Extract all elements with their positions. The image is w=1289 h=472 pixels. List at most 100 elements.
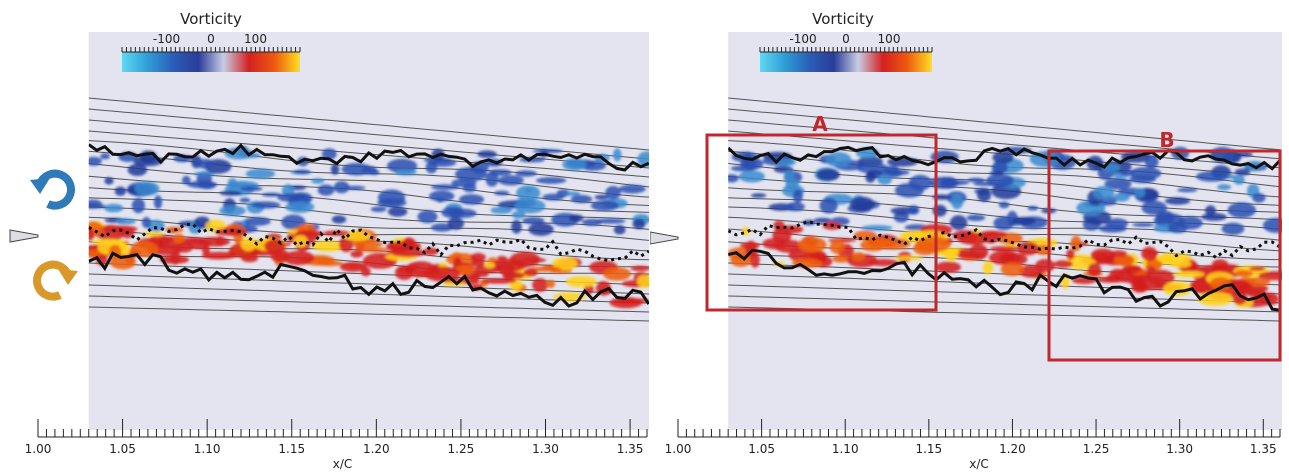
negative-vorticity-blob [429, 190, 455, 202]
streamline [88, 119, 649, 169]
negative-vorticity-blob [100, 153, 110, 160]
positive-vorticity-blob [603, 267, 631, 281]
positive-vorticity-blob [1053, 260, 1073, 268]
negative-vorticity-blob [1012, 216, 1036, 226]
streamline [728, 284, 1281, 304]
positive-vorticity-blob [170, 249, 181, 265]
positive-vorticity-blob [293, 235, 308, 248]
negative-vorticity-blob [605, 186, 621, 200]
negative-vorticity-blob [522, 217, 545, 225]
negative-vorticity-blob [489, 169, 512, 176]
negative-vorticity-blob [1227, 202, 1257, 218]
negative-vorticity-blob [277, 193, 304, 202]
negative-vorticity-blob [490, 206, 513, 214]
positive-vorticity-blob [391, 248, 426, 258]
positive-vorticity-blob [1066, 249, 1075, 260]
positive-vorticity-blob [343, 230, 372, 241]
negative-vorticity-blob [728, 174, 739, 183]
negative-vorticity-blob [1164, 197, 1191, 205]
positive-vorticity-blob [523, 268, 538, 277]
positive-vorticity-blob [352, 240, 383, 249]
negative-vorticity-blob [431, 223, 453, 232]
positive-vorticity-blob [198, 236, 231, 247]
negative-vorticity-blob [813, 217, 832, 224]
x-tick-label: 1.30 [1166, 442, 1193, 456]
positive-vorticity-blob [474, 264, 502, 274]
positive-vorticity-blob [565, 276, 597, 288]
x-tick-label: 1.35 [1250, 442, 1277, 456]
streamline [728, 306, 1281, 322]
positive-vorticity-blob [264, 239, 286, 254]
positive-vorticity-blob [772, 227, 792, 243]
negative-vorticity-blob [1234, 168, 1251, 176]
clockwise-rotation-icon [30, 169, 75, 210]
negative-vorticity-blob [536, 177, 567, 184]
negative-vorticity-blob [516, 185, 541, 201]
positive-vorticity-blob [1258, 271, 1282, 281]
positive-vorticity-blob [1094, 277, 1128, 283]
x-tick-label: 1.25 [448, 442, 475, 456]
positive-vorticity-blob [312, 240, 344, 252]
negative-vorticity-blob [877, 174, 893, 185]
positive-vorticity-blob [1160, 253, 1174, 265]
negative-vorticity-blob [569, 214, 584, 222]
positive-vorticity-blob [240, 236, 257, 252]
negative-vorticity-blob [1252, 193, 1266, 203]
x-tick-label: 1.20 [363, 442, 390, 456]
positive-vorticity-blob [1114, 254, 1135, 267]
negative-vorticity-blob [785, 202, 805, 212]
negative-vorticity-blob [856, 162, 889, 174]
positive-vorticity-blob [829, 239, 845, 254]
negative-vorticity-blob [562, 158, 587, 171]
positive-vorticity-blob [283, 250, 315, 266]
x-tick-label: 1.25 [1083, 442, 1110, 456]
streamline [88, 97, 649, 151]
positive-vorticity-blob [316, 260, 343, 267]
positive-vorticity-blob [832, 255, 851, 263]
colorbar-tick-label: -100 [789, 32, 816, 46]
negative-vorticity-blob [949, 215, 968, 231]
streamline [88, 284, 649, 304]
streamline [88, 130, 649, 178]
positive-vorticity-blob [88, 227, 95, 241]
x-tick-label: 1.00 [25, 442, 52, 456]
negative-vorticity-blob [245, 168, 276, 179]
negative-vorticity-blob [417, 210, 438, 224]
negative-vorticity-blob [1195, 171, 1228, 182]
negative-vorticity-blob [285, 201, 315, 213]
positive-vorticity-blob [1146, 269, 1175, 286]
negative-vorticity-blob [849, 196, 875, 212]
negative-vorticity-blob [986, 173, 1014, 187]
positive-vorticity-blob [1209, 277, 1232, 291]
streamline [728, 97, 1281, 151]
positive-vorticity-blob [552, 257, 578, 271]
negative-vorticity-blob [1113, 192, 1130, 202]
region-a-label: A [812, 112, 828, 136]
negative-vorticity-blob [455, 166, 487, 182]
negative-vorticity-blob [565, 191, 581, 197]
negative-vorticity-blob [317, 184, 335, 196]
negative-vorticity-blob [448, 208, 477, 218]
x-tick-label: 1.00 [665, 442, 692, 456]
vorticity-field [88, 146, 649, 309]
shear-layer-line [88, 222, 649, 263]
positive-vorticity-blob [395, 265, 414, 281]
positive-vorticity-blob [470, 270, 480, 282]
streamline [88, 197, 649, 230]
positive-vorticity-blob [1173, 271, 1205, 278]
left-vorticity-panel: Vorticity-100 0 100 1.00 1.05 1.10 1.15 1.20 1.2… [9, 10, 649, 471]
negative-vorticity-blob [751, 193, 767, 198]
positive-vorticity-blob [915, 236, 951, 253]
positive-vorticity-blob [894, 255, 923, 261]
streamline [728, 262, 1281, 286]
x-tick-label: 1.15 [915, 442, 942, 456]
negative-vorticity-blob [198, 181, 216, 190]
negative-vorticity-blob [104, 177, 114, 185]
negative-vorticity-blob [343, 185, 366, 190]
negative-vorticity-blob [131, 198, 145, 214]
positive-vorticity-blob [1163, 281, 1192, 297]
positive-vorticity-blob [201, 251, 237, 260]
positive-vorticity-blob [1122, 264, 1142, 274]
negative-vorticity-blob [590, 200, 619, 211]
negative-vorticity-blob [819, 197, 838, 214]
